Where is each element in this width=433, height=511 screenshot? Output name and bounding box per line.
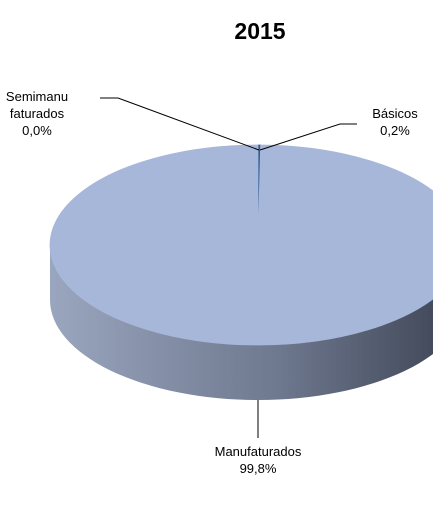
chart-title: 2015 [234, 18, 286, 44]
value-label: 0,0% [22, 123, 52, 138]
leader-line [100, 97, 260, 151]
slice-label: Semimanufaturados 0,0% [5, 88, 69, 139]
slice-label: Básicos 0,2% [360, 105, 430, 139]
value-label: 99,8% [239, 461, 277, 476]
category-name: Básicos [372, 106, 418, 121]
slice-label: Manufaturados 99,8% [210, 443, 306, 477]
category-name: Manufaturados [214, 444, 302, 459]
leader-line [259, 123, 357, 151]
pie-slice [49, 144, 433, 346]
pie-side [50, 245, 433, 400]
value-label: 0,2% [380, 123, 410, 138]
category-name: Semimanufaturados [5, 89, 69, 121]
